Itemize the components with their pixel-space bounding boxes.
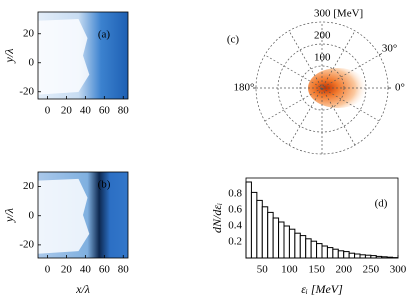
x-tick-label: 40	[80, 105, 92, 117]
histogram-bar	[321, 245, 328, 259]
x-tick-label: 80	[118, 264, 130, 276]
theta-tick-label: 180°	[234, 82, 255, 94]
axes-frame	[37, 171, 129, 259]
r-grid-circle	[299, 65, 345, 111]
histogram-bar	[294, 232, 301, 259]
histogram-bar	[364, 254, 372, 259]
histogram-bar	[332, 248, 339, 259]
y-tick-label: 20	[23, 27, 35, 39]
histogram-bar	[272, 217, 280, 259]
histogram-bar	[299, 235, 307, 259]
x-tick-label: 80	[118, 105, 130, 117]
y-tick-label: 0.8	[228, 188, 242, 200]
y-tick-label: 0.6	[228, 204, 242, 216]
x-axis-label: x/λ	[75, 282, 90, 296]
histogram-bar	[267, 211, 274, 259]
y-axis-label: y/λ	[2, 208, 16, 223]
panel-label: (a)	[98, 29, 111, 41]
histogram-bar	[337, 250, 345, 259]
y-tick-label: 0.4	[228, 220, 242, 232]
panel-label: (d)	[375, 198, 388, 210]
x-tick-label: 0	[45, 264, 51, 276]
panel-label: (b)	[98, 179, 111, 191]
axes-frame	[245, 177, 399, 259]
histogram-bar	[359, 254, 366, 259]
r-grid-circle	[277, 43, 367, 133]
histogram-bar	[278, 221, 285, 259]
y-tick-label: 0.2	[228, 236, 242, 248]
histogram-bar	[245, 181, 252, 259]
y-tick-label: -20	[19, 238, 34, 250]
y-axis-label: dN/dεᵢ	[210, 203, 224, 233]
r-tick-label: 100	[314, 52, 331, 64]
histogram-bar	[316, 243, 323, 259]
x-tick-label: 300	[390, 264, 407, 276]
y-axis-label: y/λ	[2, 49, 16, 64]
histogram-bar	[261, 206, 269, 259]
y-tick-label: 0	[29, 209, 35, 221]
x-tick-label: 60	[99, 264, 111, 276]
theta-tick-label: 30°	[382, 43, 397, 55]
histogram-bar	[326, 247, 334, 259]
r-tick-label: 300 [MeV]	[314, 8, 363, 20]
histogram-bar	[310, 240, 318, 259]
x-tick-label: 250	[363, 264, 380, 276]
y-tick-label: 20	[23, 180, 35, 192]
axes-frame	[37, 11, 129, 100]
histogram-bar	[348, 252, 356, 259]
x-axis-label: εᵢ [MeV]	[301, 282, 343, 296]
x-tick-label: 50	[257, 264, 269, 276]
plasma-region	[38, 18, 90, 95]
r-tick-label: 200	[314, 30, 331, 42]
y-tick-label: 0	[29, 56, 35, 68]
x-tick-label: 20	[61, 105, 73, 117]
x-tick-label: 60	[99, 105, 111, 117]
histogram-bar	[354, 253, 361, 259]
spoke	[264, 54, 380, 122]
x-tick-label: 20	[61, 264, 73, 276]
histogram-bar	[343, 251, 350, 259]
histogram-bar	[288, 228, 296, 259]
panel-label: (c)	[227, 34, 240, 46]
histogram-bar	[283, 225, 290, 259]
histogram-bar	[250, 191, 258, 259]
theta-tick	[378, 53, 382, 56]
y-tick-label: -20	[19, 85, 34, 97]
histogram-bar	[256, 199, 263, 259]
x-tick-label: 150	[308, 264, 325, 276]
x-tick-label: 40	[80, 264, 92, 276]
x-tick-label: 0	[45, 105, 51, 117]
plasma-region	[38, 178, 90, 254]
histogram-bar	[305, 238, 312, 259]
x-tick-label: 200	[335, 264, 352, 276]
theta-tick-label: 0°	[395, 82, 405, 94]
x-tick-label: 100	[281, 264, 298, 276]
